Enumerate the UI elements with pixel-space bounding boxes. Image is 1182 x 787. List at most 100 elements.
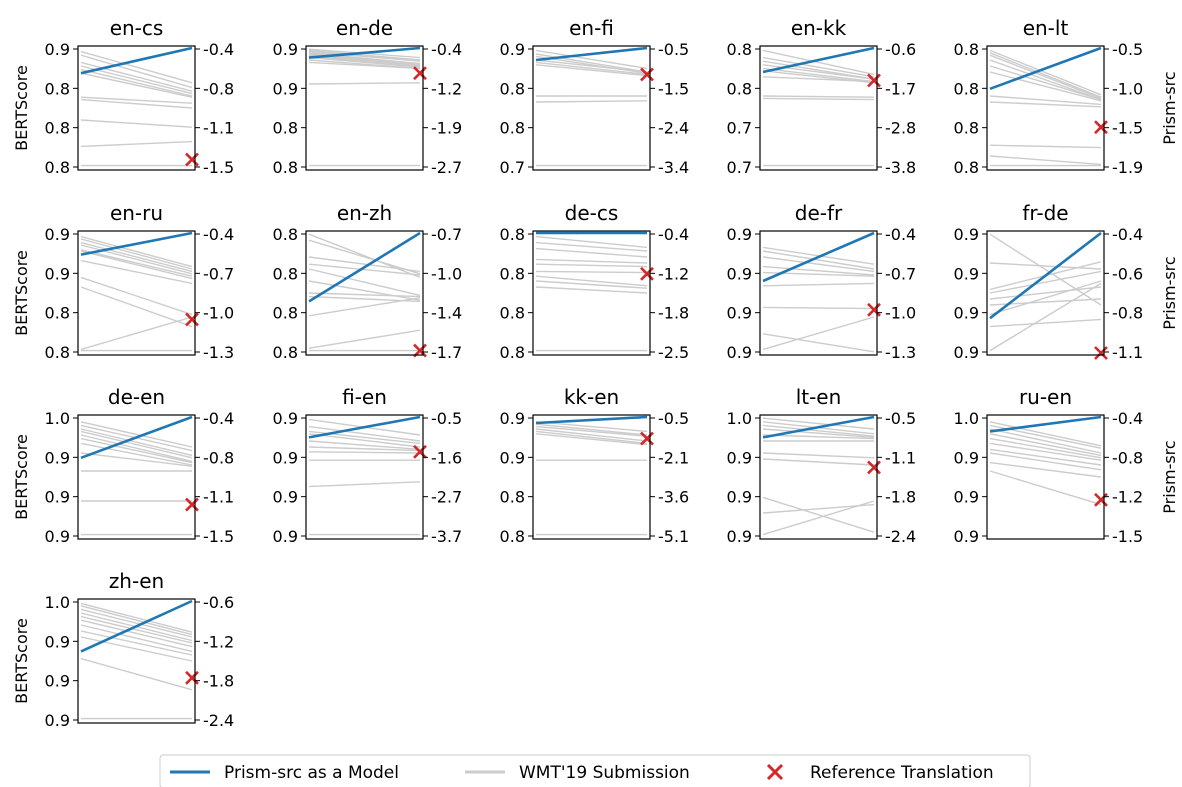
reference-marker xyxy=(413,66,427,81)
plot-frame xyxy=(986,45,1105,171)
legend-submission-label: WMT'19 Submission xyxy=(519,763,690,783)
right-tick-label: -1.1 xyxy=(885,448,916,467)
panel-ru-en: ru-en 1.0 0.9 0.9 0.9 -0.4 -0.8 -1.2 -1.5 Prism-s… xyxy=(954,385,1179,546)
left-tick-label: 0.7 xyxy=(727,158,752,177)
right-tick-label: -1.8 xyxy=(203,672,234,691)
right-tick-label: -3.7 xyxy=(431,527,462,546)
legend-model-label: Prism-src as a Model xyxy=(224,763,399,783)
model-line xyxy=(535,415,648,425)
panel-title: fi-en xyxy=(342,385,387,409)
submission-line xyxy=(80,61,193,92)
submission-line xyxy=(989,101,1102,108)
left-tick-label: 0.9 xyxy=(45,632,70,651)
left-tick-label: 0.9 xyxy=(45,711,70,730)
panel-title: kk-en xyxy=(564,385,619,409)
submission-line xyxy=(989,144,1102,149)
left-tick-label: 0.8 xyxy=(500,343,525,362)
right-tick-label: -0.4 xyxy=(658,225,689,244)
submission-line xyxy=(535,425,648,437)
submission-line xyxy=(989,470,1102,506)
left-tick-label: 0.8 xyxy=(954,40,979,59)
right-tick-label: -3.4 xyxy=(658,158,689,177)
submission-line xyxy=(762,250,875,270)
panel-en-zh: en-zh 0.8 0.8 0.8 0.8 -0.7 -1.0 -1.4 -1.7 xyxy=(273,201,463,362)
left-tick-label: 0.8 xyxy=(954,119,979,138)
right-tick-label: -2.4 xyxy=(885,527,916,546)
left-tick-label: 0.8 xyxy=(727,79,752,98)
right-tick-label: -0.7 xyxy=(885,264,916,283)
reference-marker-stroke xyxy=(640,67,654,82)
left-tick-label: 0.8 xyxy=(954,158,979,177)
right-tick-label: -0.6 xyxy=(1112,264,1143,283)
legend-frame xyxy=(159,754,1031,787)
panel-title: en-lt xyxy=(1023,16,1069,40)
left-tick-label: 0.9 xyxy=(45,40,70,59)
panel-en-cs: en-cs 0.9 0.8 0.8 0.8 -0.4 -0.8 -1.1 -1.5 BERTSco… xyxy=(12,16,234,177)
submission-line xyxy=(989,448,1102,466)
left-tick-label: 0.8 xyxy=(273,225,298,244)
right-tick-label: -1.0 xyxy=(885,304,916,323)
submission-line xyxy=(308,52,421,65)
model-line xyxy=(762,231,875,283)
right-tick-label: -2.7 xyxy=(431,488,462,507)
submission-line xyxy=(535,235,648,249)
left-tick-label: 0.9 xyxy=(727,264,752,283)
left-tick-label: 0.8 xyxy=(273,119,298,138)
submission-line xyxy=(80,442,193,466)
right-tick-label: -0.8 xyxy=(1112,304,1143,323)
panel-en-lt: en-lt 0.8 0.8 0.8 0.8 -0.5 -1.0 -1.5 -1.9 Prism-s… xyxy=(954,16,1179,177)
right-tick-label: -2.5 xyxy=(658,343,689,362)
right-tick-label: -3.8 xyxy=(885,158,916,177)
submission-line xyxy=(80,602,193,633)
submission-line xyxy=(308,425,421,442)
right-tick-label: -3.6 xyxy=(658,488,689,507)
submission-line xyxy=(80,238,193,270)
reference-marker xyxy=(1094,346,1108,360)
left-tick-label: 0.8 xyxy=(45,79,70,98)
submission-line xyxy=(308,61,421,70)
right-tick-label: -1.3 xyxy=(203,343,234,362)
panel-fi-en: fi-en 0.9 0.9 0.9 0.9 -0.5 -1.6 -2.7 -3.7 xyxy=(273,385,463,546)
submission-line xyxy=(80,249,193,277)
right-tick-label: -1.6 xyxy=(431,448,462,467)
panel-grid: en-cs 0.9 0.8 0.8 0.8 -0.4 -0.8 -1.1 -1.5 BERTSco… xyxy=(12,16,1179,730)
submission-line xyxy=(308,329,421,349)
submission-line xyxy=(80,50,193,84)
panel-en-fi: en-fi 0.9 0.8 0.8 0.7 -0.5 -1.5 -2.4 -3.4 xyxy=(500,16,690,177)
model-line xyxy=(80,599,193,653)
right-tick-label: -0.4 xyxy=(1112,225,1143,244)
right-tick-label: -5.1 xyxy=(658,527,689,546)
right-tick-label: -1.2 xyxy=(658,264,689,283)
panel-lt-en: lt-en 1.0 0.9 0.9 0.9 -0.5 -1.1 -1.8 -2.4 xyxy=(727,385,917,546)
left-tick-label: 0.7 xyxy=(727,119,752,138)
submission-line xyxy=(80,68,193,97)
right-tick-label: -1.4 xyxy=(431,304,462,323)
left-tick-label: 0.9 xyxy=(273,527,298,546)
reference-marker xyxy=(1094,492,1108,507)
reference-marker-stroke xyxy=(413,66,427,81)
right-tick-label: -0.5 xyxy=(885,409,916,428)
reference-marker xyxy=(867,73,881,88)
right-tick-label: -1.8 xyxy=(658,304,689,323)
model-line xyxy=(308,415,421,439)
reference-marker xyxy=(640,67,654,82)
reference-marker-stroke xyxy=(1094,346,1108,360)
submission-line xyxy=(762,316,875,351)
left-tick-label: 0.8 xyxy=(500,304,525,323)
submission-line xyxy=(80,276,193,316)
submission-line xyxy=(80,98,193,109)
right-tick-label: -1.9 xyxy=(1112,158,1143,177)
submission-line xyxy=(762,95,875,98)
right-tick-label: -1.5 xyxy=(1112,119,1143,138)
reference-marker xyxy=(640,266,654,281)
submission-line xyxy=(762,76,875,83)
model-line xyxy=(989,231,1102,320)
submission-line xyxy=(80,657,193,691)
panel-title: de-en xyxy=(108,385,165,409)
reference-marker xyxy=(185,497,199,512)
right-tick-label: -0.4 xyxy=(203,409,234,428)
legend: Prism-src as a Model WMT'19 Submission R… xyxy=(159,754,1031,787)
left-tick-label: 0.9 xyxy=(954,225,979,244)
right-tick-label: -1.5 xyxy=(658,79,689,98)
